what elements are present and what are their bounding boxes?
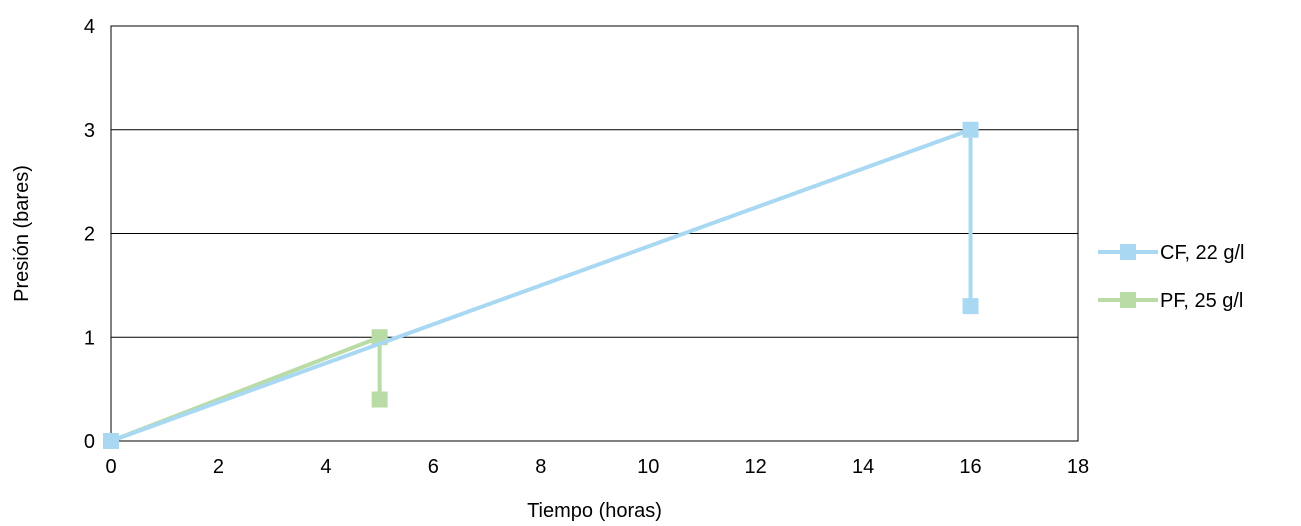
data-point bbox=[962, 298, 979, 315]
data-point bbox=[962, 121, 979, 138]
series-line bbox=[110, 127, 973, 443]
x-tick-label: 14 bbox=[852, 456, 874, 478]
x-tick-label: 12 bbox=[745, 456, 767, 478]
x-tick-label: 10 bbox=[637, 456, 659, 478]
x-tick-label: 18 bbox=[1067, 456, 1089, 478]
data-point bbox=[371, 391, 388, 408]
legend-label: PF, 25 g/l bbox=[1160, 290, 1243, 312]
y-tick-label: 3 bbox=[84, 120, 95, 142]
x-axis-title: Tiempo (horas) bbox=[527, 500, 662, 522]
x-tick-label: 2 bbox=[213, 456, 224, 478]
legend-marker bbox=[1120, 292, 1136, 308]
series-0 bbox=[103, 121, 979, 449]
x-tick-label: 16 bbox=[959, 456, 981, 478]
legend-item-0: CF, 22 g/l bbox=[1098, 242, 1244, 264]
y-tick-label: 0 bbox=[84, 431, 95, 453]
legend: CF, 22 g/l PF, 25 g/l bbox=[1098, 242, 1244, 312]
x-tick-labels: 0 2 4 6 8 10 12 14 16 18 bbox=[105, 456, 1089, 478]
gridlines bbox=[111, 25, 1078, 442]
x-tick-label: 4 bbox=[320, 456, 331, 478]
legend-item-1: PF, 25 g/l bbox=[1098, 290, 1243, 312]
y-axis-title: Presión (bares) bbox=[11, 165, 33, 302]
x-tick-label: 8 bbox=[535, 456, 546, 478]
y-tick-label: 1 bbox=[84, 327, 95, 349]
y-tick-label: 2 bbox=[84, 224, 95, 246]
x-tick-label: 0 bbox=[105, 456, 116, 478]
legend-marker bbox=[1120, 244, 1136, 260]
plot-area bbox=[110, 25, 1079, 442]
y-tick-label: 4 bbox=[84, 16, 95, 38]
y-tick-labels: 0 1 2 3 4 bbox=[84, 16, 95, 453]
data-point bbox=[103, 433, 119, 449]
legend-label: CF, 22 g/l bbox=[1160, 242, 1244, 264]
series-1 bbox=[103, 329, 388, 449]
x-tick-label: 6 bbox=[428, 456, 439, 478]
series-layer bbox=[103, 121, 979, 449]
